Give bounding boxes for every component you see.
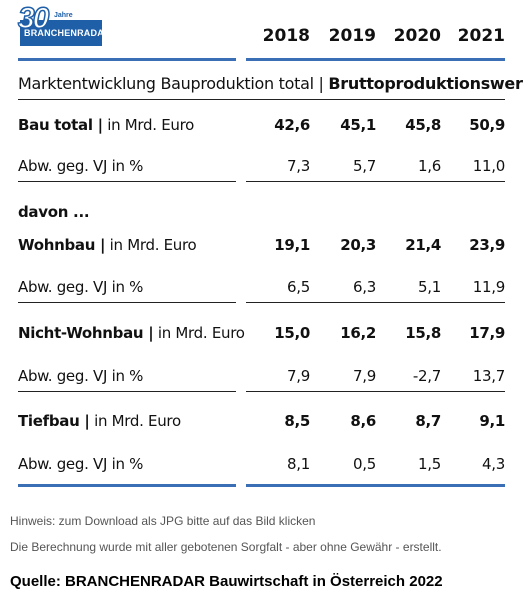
- table-cell: 6,5: [287, 278, 310, 296]
- table-cell: 17,9: [469, 324, 505, 342]
- table-cell: 5,1: [418, 278, 441, 296]
- table-cell: 42,6: [274, 116, 310, 134]
- table-cell: 50,9: [469, 116, 505, 134]
- table-cell: 4,3: [482, 455, 505, 473]
- table-cell: 6,3: [353, 278, 376, 296]
- row-label-nicht-wohnbau: Nicht-Wohnbau | in Mrd. Euro: [18, 324, 245, 342]
- table-cell: 8,6: [350, 412, 376, 430]
- table-cell: 1,5: [418, 455, 441, 473]
- header-rule-left: [18, 58, 236, 61]
- table-cell: 1,6: [418, 157, 441, 175]
- table-cell: 19,1: [274, 236, 310, 254]
- row-divider: [246, 302, 505, 303]
- table-cell: 11,0: [472, 157, 506, 175]
- table-cell: 7,9: [353, 367, 376, 385]
- year-header: 2018: [262, 26, 310, 46]
- row-label-wohnbau: Wohnbau | in Mrd. Euro: [18, 236, 197, 254]
- table-cell: -2,7: [412, 367, 441, 385]
- table-cell: 15,8: [405, 324, 441, 342]
- row-divider: [246, 181, 505, 182]
- row-label-tiefbau: Tiefbau | in Mrd. Euro: [18, 412, 181, 430]
- table-cell: 8,1: [287, 455, 310, 473]
- header-rule-right: [246, 58, 505, 61]
- table-cell: 13,7: [472, 367, 506, 385]
- table-cell: 9,1: [479, 412, 505, 430]
- table-cell: 7,9: [287, 367, 310, 385]
- logo-number: 30: [17, 1, 50, 36]
- table-cell: 8,5: [284, 412, 310, 430]
- row-divider: [246, 391, 505, 392]
- subtitle-normal: Marktentwicklung Bauproduktion total |: [18, 74, 329, 93]
- table-cell: 8,7: [415, 412, 441, 430]
- source-line: Quelle: BRANCHENRADAR Bauwirtschaft in Ö…: [10, 573, 443, 590]
- table-cell: 16,2: [340, 324, 376, 342]
- year-header: 2021: [457, 26, 505, 46]
- logo-box: [20, 20, 102, 46]
- table-cell: 15,0: [274, 324, 310, 342]
- logo-brand: BRANCHENRADAR: [24, 28, 111, 38]
- row-divider: [18, 302, 236, 303]
- row-divider: [18, 181, 236, 182]
- year-header: 2019: [328, 26, 376, 46]
- footer-rule-left: [18, 484, 236, 487]
- row-label-abw: Abw. geg. VJ in %: [18, 455, 144, 473]
- row-label-bau-total: Bau total | in Mrd. Euro: [18, 116, 194, 134]
- table-cell: 11,9: [472, 278, 506, 296]
- table-cell: 20,3: [340, 236, 376, 254]
- table-subtitle: Marktentwicklung Bauproduktion total | B…: [18, 74, 523, 93]
- logo-jahre: Jahre: [54, 12, 73, 19]
- row-label-davon: davon ...: [18, 203, 90, 221]
- subtitle-bold: Bruttoproduktionswert: [328, 74, 523, 93]
- table-cell: 23,9: [469, 236, 505, 254]
- branchenradar-logo: 30 Jahre BRANCHENRADAR: [17, 1, 111, 52]
- year-header: 2020: [393, 26, 441, 46]
- table-cell: 5,7: [353, 157, 376, 175]
- table-cell: 45,8: [405, 116, 441, 134]
- download-hint: Hinweis: zum Download als JPG bitte auf …: [10, 514, 316, 528]
- table-cell: 7,3: [287, 157, 310, 175]
- row-label-abw: Abw. geg. VJ in %: [18, 157, 144, 175]
- subtitle-divider: [18, 99, 505, 100]
- footer-rule-right: [246, 484, 505, 487]
- table-cell: 45,1: [340, 116, 376, 134]
- row-label-abw: Abw. geg. VJ in %: [18, 367, 144, 385]
- row-divider: [18, 391, 236, 392]
- row-label-abw: Abw. geg. VJ in %: [18, 278, 144, 296]
- disclaimer: Die Berechnung wurde mit aller gebotenen…: [10, 540, 442, 554]
- table-cell: 21,4: [405, 236, 441, 254]
- table-cell: 0,5: [353, 455, 376, 473]
